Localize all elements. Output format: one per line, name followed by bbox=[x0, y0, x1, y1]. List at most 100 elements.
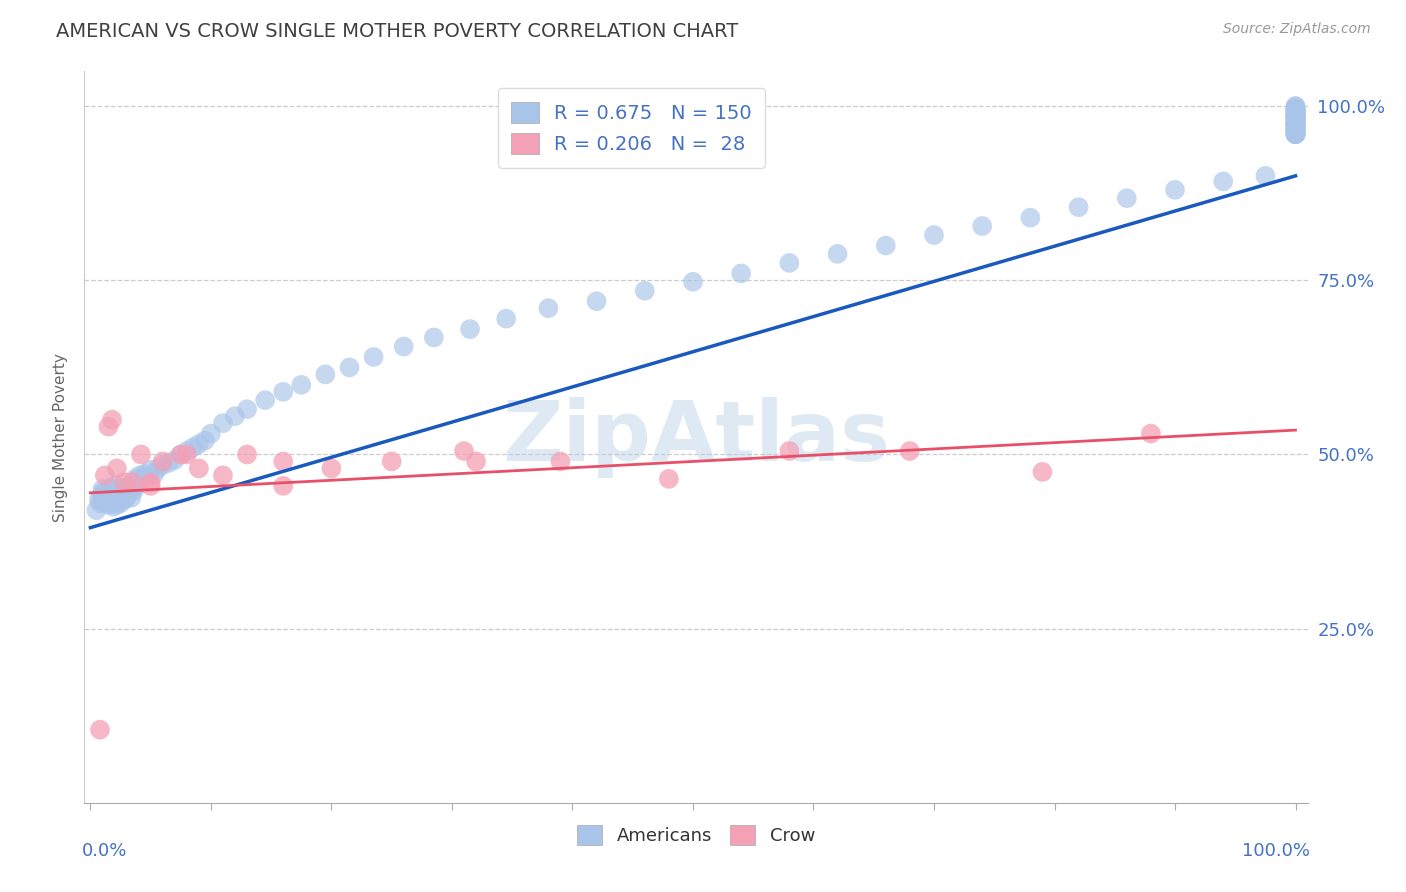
Point bbox=[453, 444, 475, 458]
Point bbox=[103, 495, 125, 509]
Point bbox=[381, 454, 404, 468]
Point bbox=[1284, 127, 1306, 141]
Point bbox=[254, 393, 277, 408]
Point bbox=[91, 485, 114, 500]
Legend: Americans, Crow: Americans, Crow bbox=[569, 818, 823, 852]
Point bbox=[537, 301, 560, 316]
Point bbox=[111, 491, 134, 505]
Point bbox=[1284, 99, 1306, 113]
Point bbox=[730, 266, 752, 280]
Point bbox=[458, 322, 481, 336]
Point bbox=[103, 483, 125, 497]
Point bbox=[136, 470, 159, 484]
Point bbox=[200, 426, 222, 441]
Point bbox=[105, 498, 128, 512]
Point bbox=[101, 412, 124, 426]
Point bbox=[585, 294, 607, 309]
Point bbox=[1284, 106, 1306, 120]
Point bbox=[1284, 110, 1306, 124]
Point bbox=[1284, 117, 1306, 131]
Point bbox=[128, 475, 150, 490]
Point bbox=[314, 368, 336, 382]
Point bbox=[1284, 110, 1306, 124]
Point bbox=[1284, 103, 1306, 117]
Point bbox=[1284, 103, 1306, 117]
Point bbox=[110, 496, 132, 510]
Point bbox=[972, 219, 994, 233]
Point bbox=[363, 350, 385, 364]
Point bbox=[176, 444, 198, 458]
Point bbox=[187, 437, 209, 451]
Point bbox=[1284, 117, 1306, 131]
Point bbox=[1284, 123, 1306, 137]
Point bbox=[339, 360, 361, 375]
Point bbox=[90, 489, 112, 503]
Point bbox=[1067, 200, 1090, 214]
Point bbox=[1284, 103, 1306, 117]
Point bbox=[922, 228, 945, 243]
Point bbox=[170, 448, 193, 462]
Point bbox=[94, 488, 117, 502]
Point bbox=[1284, 106, 1306, 120]
Point bbox=[271, 454, 294, 468]
Point bbox=[1284, 123, 1306, 137]
Point bbox=[129, 448, 152, 462]
Point bbox=[87, 492, 110, 507]
Point bbox=[1284, 110, 1306, 124]
Point bbox=[181, 441, 204, 455]
Point bbox=[157, 456, 180, 470]
Point bbox=[1284, 103, 1306, 117]
Point bbox=[125, 479, 148, 493]
Point bbox=[290, 377, 312, 392]
Point bbox=[110, 483, 132, 498]
Point bbox=[100, 496, 122, 510]
Point bbox=[1284, 117, 1306, 131]
Point bbox=[1284, 113, 1306, 128]
Point bbox=[105, 488, 128, 502]
Point bbox=[98, 491, 121, 505]
Point bbox=[1284, 113, 1306, 128]
Text: AMERICAN VS CROW SINGLE MOTHER POVERTY CORRELATION CHART: AMERICAN VS CROW SINGLE MOTHER POVERTY C… bbox=[56, 22, 738, 41]
Point bbox=[105, 461, 128, 475]
Y-axis label: Single Mother Poverty: Single Mother Poverty bbox=[53, 352, 69, 522]
Point bbox=[1284, 103, 1306, 117]
Point bbox=[271, 384, 294, 399]
Point bbox=[212, 416, 235, 430]
Point bbox=[1284, 103, 1306, 117]
Point bbox=[1284, 117, 1306, 131]
Point bbox=[163, 453, 186, 467]
Point bbox=[187, 461, 209, 475]
Point bbox=[1284, 103, 1306, 117]
Point bbox=[108, 485, 131, 500]
Point bbox=[120, 479, 142, 493]
Point bbox=[875, 238, 897, 252]
Point bbox=[465, 454, 488, 468]
Point bbox=[1284, 113, 1306, 128]
Point bbox=[1284, 127, 1306, 141]
Point bbox=[146, 461, 169, 475]
Point bbox=[170, 448, 193, 462]
Point bbox=[94, 495, 117, 509]
Point bbox=[104, 491, 127, 505]
Point bbox=[89, 496, 111, 510]
Point bbox=[1284, 110, 1306, 124]
Point bbox=[1284, 110, 1306, 124]
Point bbox=[121, 475, 143, 490]
Point bbox=[139, 463, 162, 477]
Point bbox=[1284, 113, 1306, 128]
Point bbox=[212, 468, 235, 483]
Point bbox=[1284, 110, 1306, 124]
Point bbox=[134, 467, 156, 481]
Point bbox=[152, 454, 174, 468]
Point bbox=[1284, 127, 1306, 141]
Point bbox=[1284, 106, 1306, 120]
Point bbox=[271, 479, 294, 493]
Point bbox=[1212, 174, 1234, 188]
Point bbox=[1019, 211, 1042, 225]
Point bbox=[117, 483, 139, 498]
Point bbox=[1284, 117, 1306, 131]
Point bbox=[550, 454, 572, 468]
Point bbox=[89, 723, 111, 737]
Point bbox=[1284, 120, 1306, 134]
Point bbox=[682, 275, 704, 289]
